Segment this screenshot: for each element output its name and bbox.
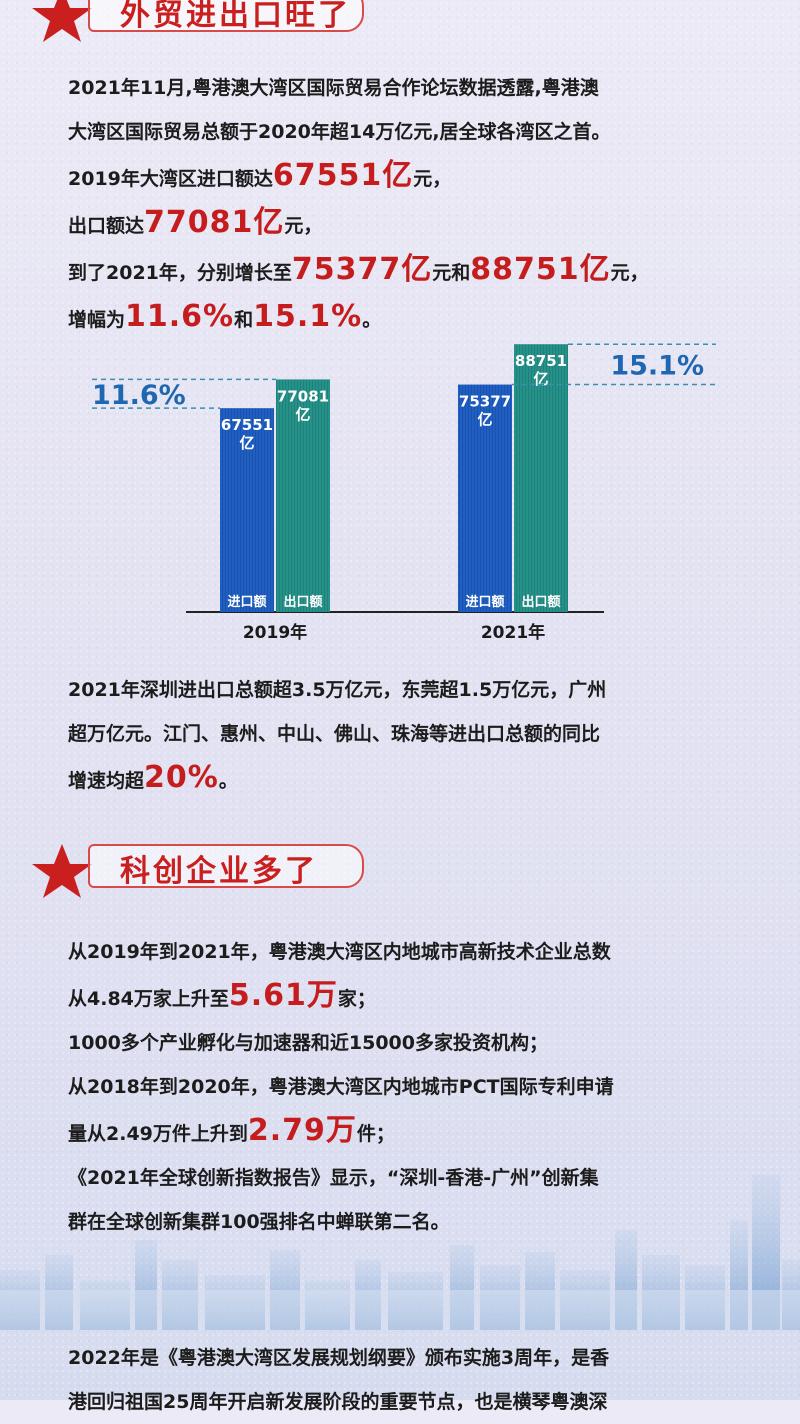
text-line: 2019年大湾区进口额达67551亿元，	[68, 158, 452, 193]
highlight-value: 11.6%	[125, 299, 235, 334]
section-title: 外贸进出口旺了	[120, 0, 351, 33]
text-line: 量从2.49万件上升到2.79万件；	[68, 1113, 395, 1148]
bar-出口额-2021年	[514, 344, 568, 612]
bar-进口额-2021年	[458, 384, 512, 612]
bar-value-unit: 亿	[295, 405, 310, 423]
bar-value-label: 88751	[515, 352, 567, 370]
text-line: 2021年深圳进出口总额超3.5万亿元，东莞超1.5万亿元，广州	[68, 679, 607, 701]
highlight-value: 67551亿	[272, 158, 414, 193]
bar-series-label: 出口额	[521, 594, 560, 610]
text-line: 1000多个产业孵化与加速器和近15000多家投资机构；	[68, 1032, 548, 1054]
text-line: 到了2021年，分别增长至75377亿元和88751亿元，	[68, 252, 649, 287]
highlight-value: 2.79万	[247, 1113, 357, 1148]
highlight-value: 5.61万	[228, 978, 338, 1013]
section-title-frame	[88, 844, 364, 888]
section-header-trade: 外贸进出口旺了	[0, 0, 400, 42]
bar-value-label: 75377	[459, 393, 511, 411]
bar-value-label: 77081	[277, 387, 329, 405]
bar-value-unit: 亿	[533, 370, 548, 388]
city-trade-paragraph: 2021年深圳进出口总额超3.5万亿元，东莞超1.5万亿元，广州 超万亿元。江门…	[68, 668, 748, 803]
highlight-value: 88751亿	[470, 252, 611, 287]
text-line: 《2021年全球创新指数报告》显示，“深圳-香港-广州”创新集	[68, 1167, 599, 1189]
text-line: 超万亿元。江门、惠州、中山、佛山、珠海等进出口总额的同比	[68, 723, 601, 745]
category-label: 2021年	[481, 622, 545, 643]
text-line: 从4.84万家上升至5.61万家；	[68, 978, 376, 1013]
section-header-innovation: 科创企业多了	[0, 840, 400, 898]
bar-value-label: 67551	[221, 416, 273, 434]
bar-出口额-2019年	[276, 379, 330, 612]
text-line: 港回归祖国25周年开启新发展阶段的重要节点，也是横琴粤澳深	[68, 1391, 608, 1413]
text-line: 增速均超20%。	[68, 760, 238, 795]
bar-value-unit: 亿	[239, 434, 254, 452]
bar-series-label: 出口额	[283, 594, 322, 610]
category-label: 2019年	[243, 622, 307, 643]
trade-paragraph: 2021年11月,粤港澳大湾区国际贸易合作论坛数据透露,粤港澳 大湾区国际贸易总…	[68, 66, 748, 342]
growth-label: 11.6%	[92, 380, 186, 411]
highlight-value: 20%	[144, 760, 219, 795]
bar-series-label: 进口额	[227, 594, 266, 610]
section-title: 科创企业多了	[120, 854, 318, 889]
text-line: 2021年11月,粤港澳大湾区国际贸易合作论坛数据透露,粤港澳	[68, 77, 599, 99]
bar-value-unit: 亿	[477, 411, 492, 429]
text-line: 大湾区国际贸易总额于2020年超14万亿元,居全球各湾区之首。	[68, 121, 611, 143]
bar-series-label: 进口额	[465, 594, 504, 610]
highlight-value: 75377亿	[291, 252, 433, 287]
footer-paragraph: 2022年是《粤港澳大湾区发展规划纲要》颁布实施3周年，是香 港回归祖国25周年…	[68, 1336, 748, 1424]
innovation-paragraph: 从2019年到2021年，粤港澳大湾区内地城市高新技术企业总数 从4.84万家上…	[68, 930, 748, 1244]
bar-进口额-2019年	[220, 408, 274, 612]
text-line: 从2019年到2021年，粤港澳大湾区内地城市高新技术企业总数	[68, 941, 611, 963]
text-line: 从2018年到2020年，粤港澳大湾区内地城市PCT国际专利申请	[68, 1076, 614, 1098]
text-line: 增幅为11.6%和15.1%。	[68, 299, 382, 334]
star-icon	[32, 844, 92, 898]
star-icon	[32, 0, 92, 42]
city-skyline-image	[0, 1175, 800, 1330]
trade-bar-chart: 67551 亿进口额 77081 亿出口额 2019年 11.6% 75377 亿进口额 887…	[0, 330, 800, 660]
text-line: 出口额达77081亿元，	[68, 205, 323, 240]
highlight-value: 15.1%	[253, 299, 363, 334]
growth-label: 15.1%	[610, 350, 704, 381]
text-line: 2022年是《粤港澳大湾区发展规划纲要》颁布实施3周年，是香	[68, 1347, 610, 1369]
highlight-value: 77081亿	[144, 205, 285, 240]
text-line: 群在全球创新集群100强排名中蝉联第二名。	[68, 1211, 450, 1233]
section-title-frame	[88, 0, 364, 32]
